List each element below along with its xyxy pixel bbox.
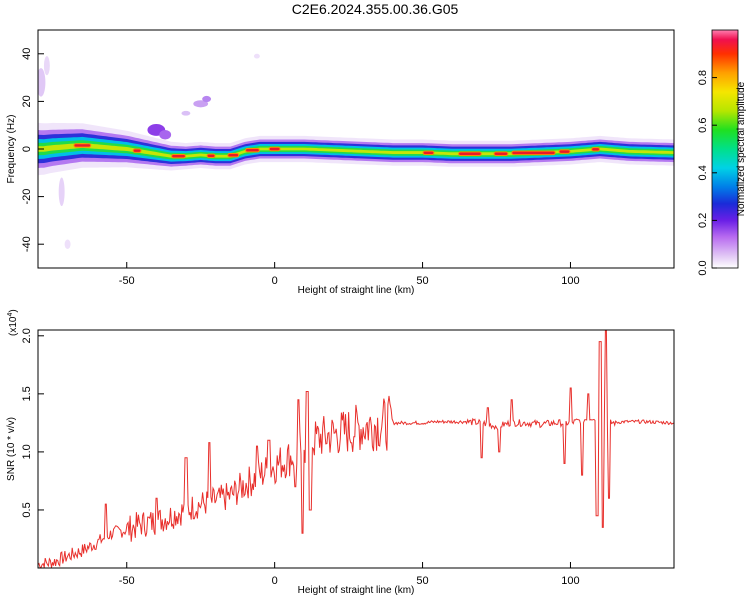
chart-title: C2E6.2024.355.00.36.G05 (292, 1, 459, 17)
spectrogram-panel: -50 0 50 100 40 20 0 -20 -40 Height of straight… (6, 29, 675, 296)
snr-y-tick-label: 1.0 (21, 444, 33, 459)
snr-x-tick-label: -50 (119, 575, 135, 587)
spectrogram-x-tick-label: 100 (561, 275, 579, 287)
snr-y-label: SNR (10 * v/v) (6, 417, 17, 481)
spectrogram-y-ticks: 40 20 0 -20 -40 (21, 48, 44, 252)
spectrogram-hot-core (592, 148, 600, 151)
spectrogram-hot-core (559, 150, 570, 153)
snr-x-tick-label: 100 (561, 575, 579, 587)
spectrogram-noise-blob (58, 177, 65, 207)
colorbar-tick-label: 0.8 (697, 70, 709, 85)
colorbar-gradient (711, 29, 739, 269)
spectrogram-hot-core (494, 152, 508, 155)
spectrogram-hot-core (512, 151, 555, 155)
spectrogram-hot-core (459, 152, 481, 155)
colorbar-tick-label: 0.2 (697, 213, 709, 228)
spectrogram-noise-blob (193, 100, 209, 108)
spectrogram-y-tick-label: 20 (21, 95, 33, 107)
spectrogram-y-tick-label: 0 (21, 146, 33, 152)
snr-y-ticks: 0.5 1.0 1.5 2.0 (21, 328, 44, 518)
colorbar-tick-label: 0.6 (697, 118, 709, 133)
spectrogram-noise-blob (64, 239, 71, 249)
spectrogram-x-tick-label: -50 (119, 275, 135, 287)
spectrogram-noise-blob (38, 68, 46, 97)
snr-y-multiplier: (x104) (7, 309, 19, 336)
snr-series-line (38, 330, 674, 568)
colorbar: 0.0 0.2 0.4 0.6 0.8 Normalized spectral ampl… (697, 29, 747, 276)
snr-plot-area (38, 330, 674, 568)
snr-x-tick-label: 0 (272, 575, 278, 587)
snr-x-label: Height of straight line (km) (298, 585, 415, 596)
spectrogram-hot-core (228, 153, 239, 157)
spectrogram-y-tick-label: 40 (21, 48, 33, 60)
snr-x-ticks: -50 0 50 100 (119, 562, 580, 587)
spectrogram-noise-blob (202, 95, 212, 103)
spectrogram-hot-core (74, 144, 91, 147)
spectrogram-plot-area (38, 53, 674, 249)
spectrogram-x-ticks: -50 0 50 100 (119, 262, 580, 287)
spectrogram-noise-blob (181, 110, 191, 116)
spectrogram-y-tick-label: -20 (21, 189, 33, 205)
snr-panel: -50 0 50 100 0.5 1.0 1.5 2.0 Height of straigh… (6, 309, 675, 596)
colorbar-ticks: 0.0 0.2 0.4 0.6 0.8 (697, 70, 717, 276)
spectrogram-hot-core (133, 149, 141, 152)
spectrogram-hot-core (172, 154, 185, 158)
snr-frame (37, 329, 675, 569)
spectrogram-noise-blob (253, 53, 260, 59)
colorbar-tick-label: 0.4 (697, 165, 709, 180)
spectrogram-x-tick-label: 0 (272, 275, 278, 287)
spectrogram-hot-core (246, 148, 259, 152)
spectrogram-noise-blob (43, 56, 50, 76)
spectrogram-y-tick-label: -40 (21, 236, 33, 252)
snr-y-tick-label: 2.0 (21, 328, 33, 343)
spectrogram-hot-core (207, 154, 215, 157)
snr-x-tick-label: 50 (416, 575, 428, 587)
spectrogram-x-tick-label: 50 (416, 275, 428, 287)
spectrogram-hot-core (423, 151, 434, 155)
colorbar-label: Normalized spectral amplitude (736, 81, 747, 216)
colorbar-tick-label: 0.0 (697, 260, 709, 275)
snr-y-tick-label: 1.5 (21, 386, 33, 401)
spectrogram-hot-core (269, 147, 280, 151)
spectrogram-noise-blob (159, 129, 172, 140)
spectrogram-y-label: Frequency (Hz) (6, 115, 17, 184)
snr-y-tick-label: 0.5 (21, 502, 33, 517)
spectrogram-x-label: Height of straight line (km) (298, 285, 415, 296)
